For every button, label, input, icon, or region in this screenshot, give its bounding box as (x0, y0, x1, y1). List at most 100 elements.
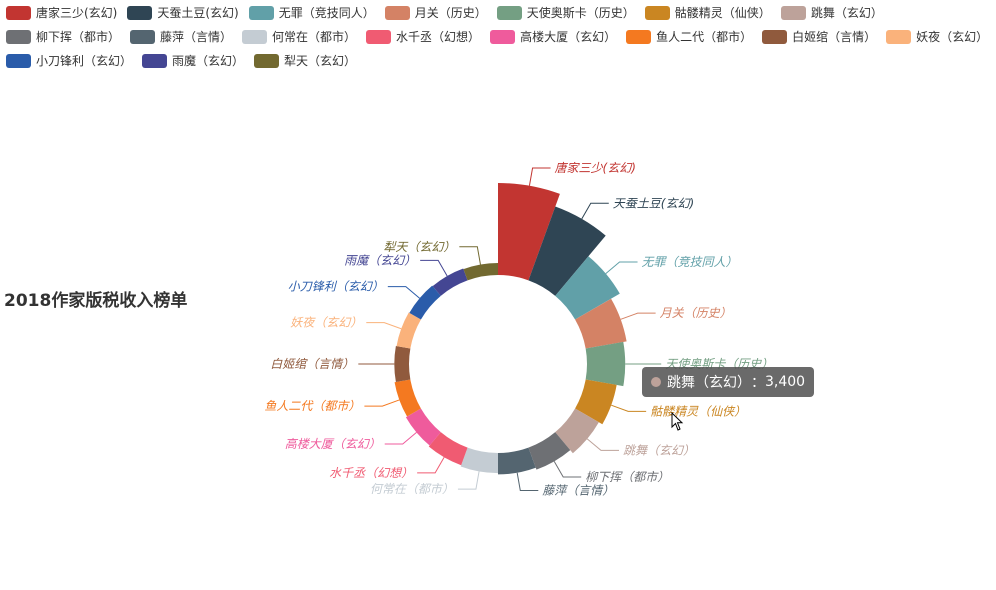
legend-item[interactable]: 柳下挥（都市） (6, 29, 120, 45)
rose-slice[interactable] (463, 263, 498, 281)
slice-label: 无罪（竞技同人） (642, 255, 738, 269)
slice-label: 妖夜（玄幻） (290, 316, 362, 330)
slice-labels: 唐家三少(玄幻)天蚕土豆(玄幻)无罪（竞技同人）月关（历史）天使奥斯卡（历史）骷… (264, 161, 773, 497)
legend-item[interactable]: 跳舞（玄幻） (780, 5, 883, 21)
legend-swatch (780, 5, 806, 20)
slice-label: 月关（历史） (660, 306, 732, 320)
label-leader-line (364, 399, 400, 407)
legend-label: 犁天（玄幻） (284, 54, 357, 68)
rose-slice[interactable] (432, 268, 468, 296)
legend-swatch (130, 29, 156, 44)
legend-item[interactable]: 小刀锋利（玄幻） (6, 53, 132, 69)
label-leader-line (586, 438, 620, 451)
slice-label: 骷髅精灵（仙侠） (650, 404, 746, 418)
tooltip-color-dot (651, 377, 661, 387)
label-leader-line (384, 431, 417, 445)
mouse-cursor-icon (671, 412, 684, 431)
legend-swatch (496, 5, 522, 20)
legend-label: 小刀锋利（玄幻） (36, 54, 133, 68)
chart-tooltip: 跳舞（玄幻） ： 3,400 (642, 367, 815, 397)
label-leader-line (387, 286, 420, 299)
rose-slice[interactable] (428, 432, 468, 466)
legend-item[interactable]: 白姬绾（言情） (762, 29, 876, 45)
legend-swatch (127, 5, 153, 20)
legend-label: 柳下挥（都市） (36, 30, 121, 44)
label-leader-line (457, 471, 480, 490)
label-leader-line (581, 202, 609, 220)
legend-label: 骷髅精灵（仙侠） (674, 6, 771, 20)
legend-item[interactable]: 藤萍（言情） (130, 29, 232, 45)
legend-label: 水千丞（幻想） (396, 30, 481, 44)
legend-swatch (6, 5, 31, 20)
slice-label: 白姬绾（言情） (270, 357, 354, 371)
slice-label: 柳下挥（都市） (585, 470, 669, 484)
legend-swatch (248, 5, 274, 20)
rose-slice[interactable] (460, 447, 498, 474)
rose-slice[interactable] (394, 345, 411, 383)
legend-item[interactable]: 无罪（竞技同人） (248, 5, 375, 21)
label-leader-lines (358, 167, 662, 491)
legend-item[interactable]: 雨魔（玄幻） (142, 53, 244, 69)
legend-swatch (6, 29, 31, 44)
legend-label: 月关（历史） (414, 6, 487, 20)
slice-label: 高楼大厦（玄幻） (285, 437, 381, 451)
slice-label: 水千丞（幻想） (329, 466, 413, 480)
rose-slice[interactable] (555, 256, 620, 320)
rose-slice[interactable] (528, 206, 606, 296)
legend-item[interactable]: 天使奥斯卡（历史） (496, 5, 635, 21)
legend-swatch (644, 5, 670, 20)
chart-title: 2018作家版税收入榜单 (4, 291, 188, 311)
rose-slice[interactable] (585, 341, 626, 387)
slice-label: 天蚕土豆(玄幻) (613, 196, 694, 210)
legend-label: 何常在（都市） (272, 30, 357, 44)
label-leader-line (366, 322, 402, 330)
legend-swatch (762, 29, 788, 44)
label-leader-line (516, 472, 539, 491)
legend-swatch (384, 5, 410, 20)
legend-swatch (254, 53, 280, 68)
legend-label: 鱼人二代（都市） (656, 30, 753, 44)
legend-label: 无罪（竞技同人） (278, 6, 375, 20)
rose-slice[interactable] (405, 408, 441, 446)
legend-item[interactable]: 妖夜（玄幻） (886, 29, 988, 45)
slice-label: 雨魔（玄幻） (344, 253, 416, 267)
chart-legend: 唐家三少(玄幻) 天蚕土豆(玄幻) 无罪（竞技同人） 月关（历史） 天使奥斯卡（历史） 骷… (6, 2, 996, 74)
slice-label: 犁天（玄幻） (383, 240, 455, 254)
legend-label: 天蚕土豆(玄幻) (157, 6, 239, 20)
legend-item[interactable]: 水千丞（幻想） (366, 29, 480, 45)
legend-item[interactable]: 高楼大厦（玄幻） (490, 29, 616, 45)
legend-item[interactable]: 犁天（玄幻） (254, 53, 356, 69)
rose-slice[interactable] (498, 183, 560, 281)
legend-swatch (886, 29, 912, 44)
rose-slice[interactable] (555, 408, 599, 454)
legend-item[interactable]: 鱼人二代（都市） (626, 29, 752, 45)
legend-label: 唐家三少(玄幻) (36, 6, 118, 20)
rose-slice[interactable] (498, 447, 536, 475)
legend-label: 天使奥斯卡（历史） (526, 6, 635, 20)
legend-swatch (242, 29, 268, 44)
legend-item[interactable]: 月关（历史） (384, 5, 487, 21)
label-leader-line (611, 404, 647, 412)
legend-item[interactable]: 天蚕土豆(玄幻) (127, 5, 239, 21)
label-leader-line (553, 461, 582, 478)
rose-slice[interactable] (575, 298, 627, 349)
slice-label: 藤萍（言情） (542, 483, 614, 497)
legend-label: 白姬绾（言情） (792, 30, 877, 44)
legend-swatch (490, 29, 516, 44)
legend-swatch (142, 53, 168, 68)
rose-slice[interactable] (396, 312, 421, 349)
legend-item[interactable]: 骷髅精灵（仙侠） (644, 5, 771, 21)
rose-slice[interactable] (394, 379, 421, 417)
rose-slice[interactable] (528, 432, 571, 470)
slice-label: 何常在（都市） (370, 482, 454, 496)
legend-item[interactable]: 何常在（都市） (242, 29, 356, 45)
label-leader-line (420, 259, 448, 277)
legend-item[interactable]: 唐家三少(玄幻) (6, 5, 117, 21)
tooltip-value: 3,400 (765, 374, 806, 390)
rose-slice[interactable] (409, 285, 441, 320)
tooltip-name: 跳舞（玄幻） (667, 375, 751, 391)
legend-label: 雨魔（玄幻） (172, 54, 245, 68)
rose-slice[interactable] (575, 379, 617, 425)
label-leader-line (528, 167, 551, 186)
